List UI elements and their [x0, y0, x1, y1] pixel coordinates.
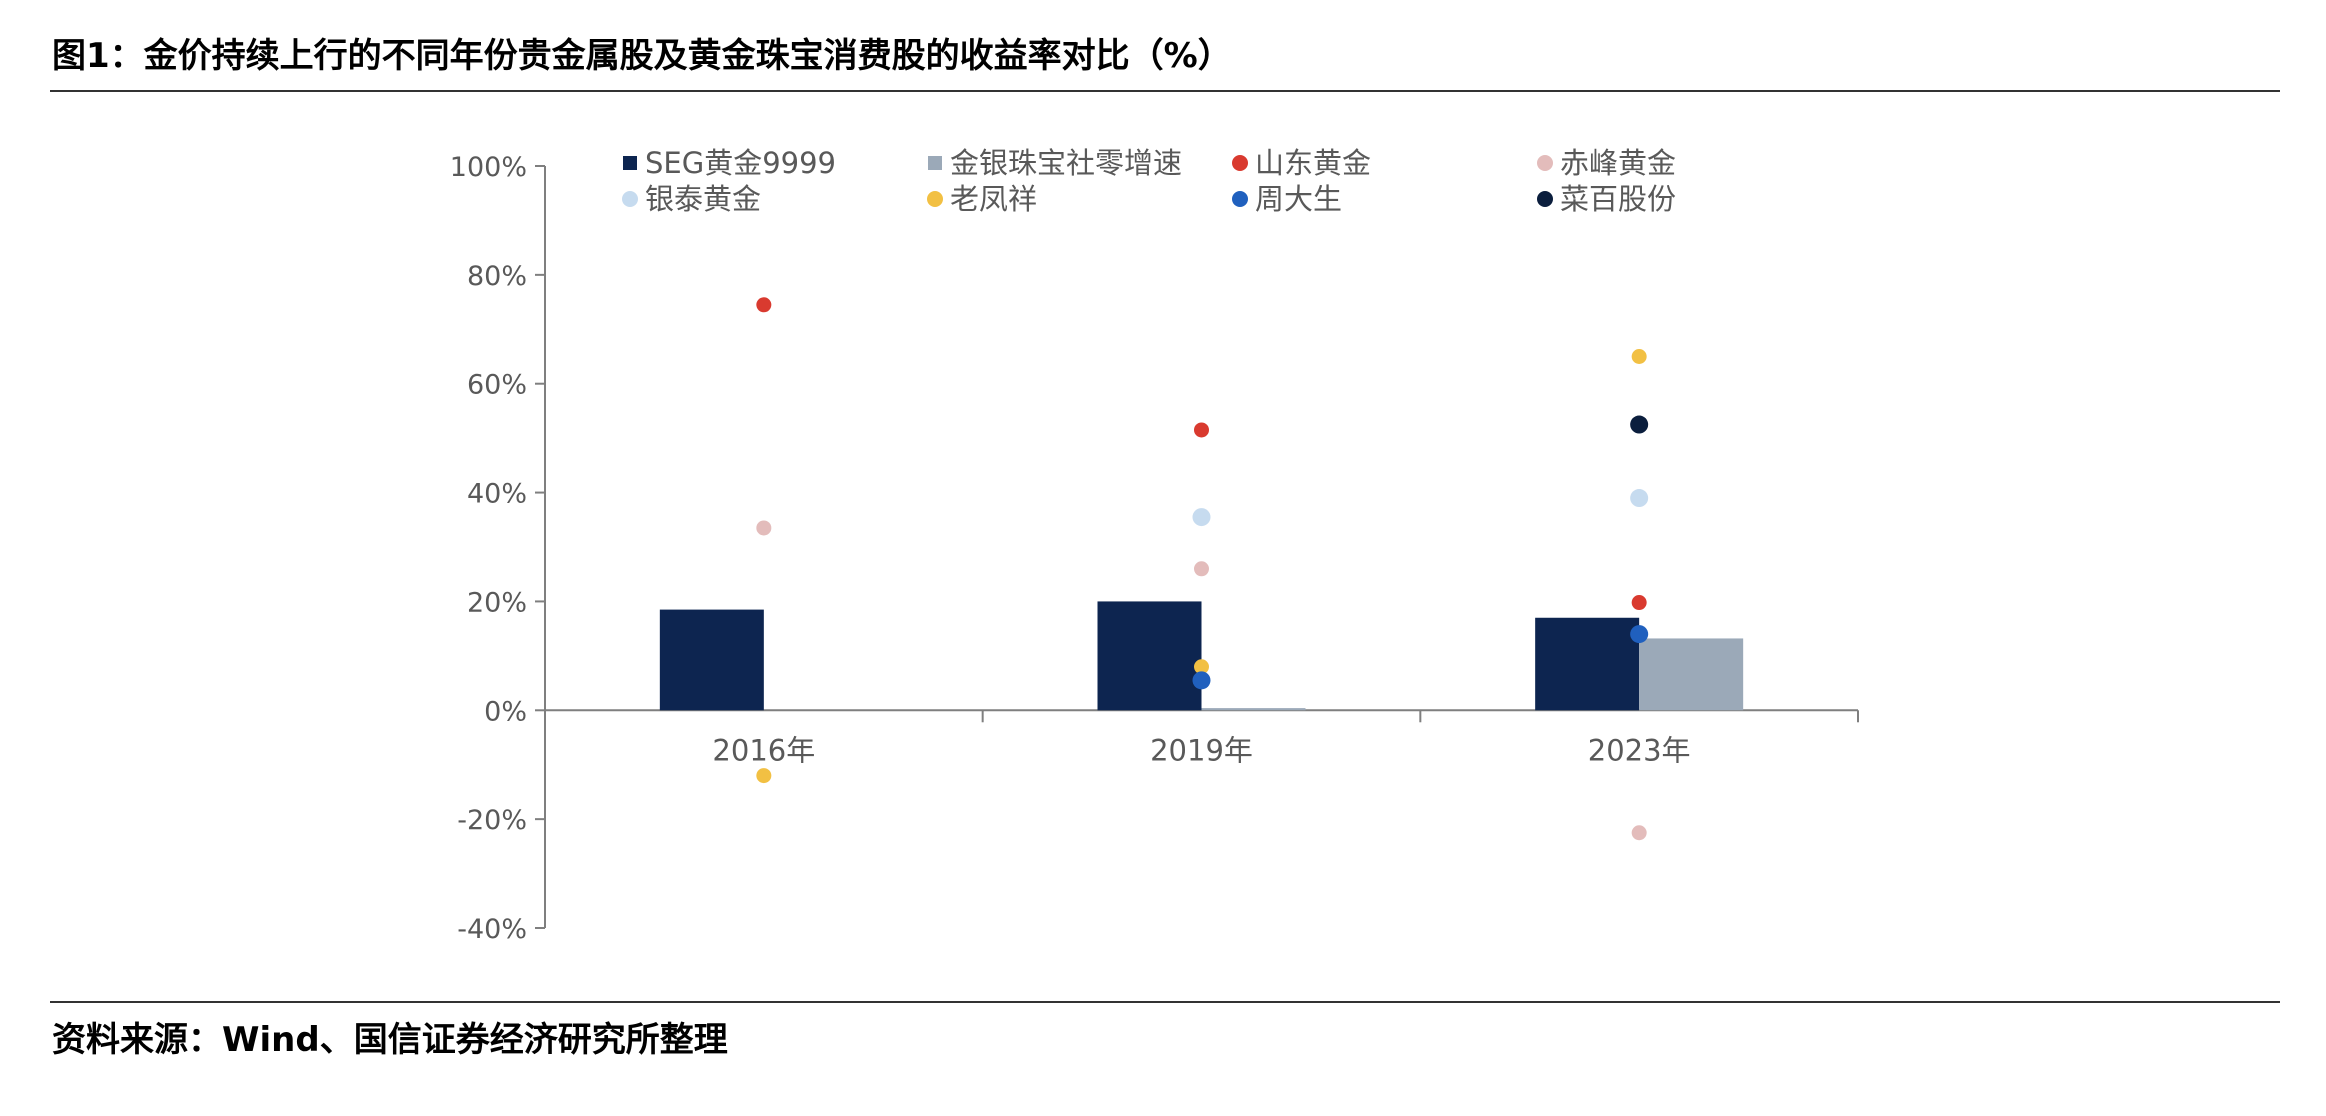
bar-SEG黄金9999-2019年	[1097, 601, 1202, 711]
point-老凤祥-2019年	[1194, 659, 1209, 675]
legend-label-赤峰黄金: 赤峰黄金	[1560, 146, 1676, 180]
legend-label-SEG黄金9999: SEG黄金9999	[645, 146, 836, 180]
y-tick-label: 100%	[450, 152, 527, 183]
y-tick-label: 20%	[467, 587, 527, 618]
point-山东黄金-2016年	[756, 297, 772, 313]
point-周大生-2023年	[1630, 625, 1649, 644]
legend-swatch-周大生	[1232, 191, 1248, 207]
y-tick-label: 0%	[484, 696, 527, 727]
legend-label-银泰黄金: 银泰黄金	[645, 182, 761, 216]
legend-label-山东黄金: 山东黄金	[1255, 146, 1371, 180]
figure-title: 图1：金价持续上行的不同年份贵金属股及黄金珠宝消费股的收益率对比（%）	[52, 36, 1232, 76]
bar-SEG黄金9999-2016年	[659, 609, 764, 711]
y-tick-label: 80%	[467, 261, 527, 292]
point-山东黄金-2019年	[1194, 422, 1209, 438]
y-tick-label: -40%	[457, 914, 527, 945]
chart-axes: -40% -20% 0% 20% 40% 60% 80% 100% 2016年 2019年 2023…	[450, 152, 1859, 945]
source-divider	[50, 1001, 2280, 1003]
legend-swatch-老凤祥	[927, 191, 943, 207]
point-老凤祥-2023年	[1631, 349, 1647, 364]
legend-swatch-赤峰黄金	[1537, 155, 1553, 171]
legend-label-周大生: 周大生	[1255, 182, 1342, 216]
point-赤峰黄金-2019年	[1194, 561, 1209, 577]
legend-swatch-金银珠宝社零增速	[928, 156, 942, 170]
legend-label-菜百股份: 菜百股份	[1560, 182, 1676, 216]
chart-bars	[659, 601, 1744, 711]
legend-swatch-银泰黄金	[622, 191, 638, 207]
point-银泰黄金-2023年	[1630, 489, 1649, 508]
point-银泰黄金-2019年	[1192, 508, 1211, 527]
source-note: 资料来源：Wind、国信证券经济研究所整理	[52, 1020, 728, 1060]
x-tick-label: 2019年	[1150, 733, 1253, 767]
y-tick-label: 40%	[467, 479, 527, 510]
bar-SEG黄金9999-2023年	[1535, 617, 1640, 711]
legend-swatch-山东黄金	[1232, 155, 1248, 171]
bar-金银珠宝社零增速-2023年	[1639, 638, 1744, 711]
legend-swatch-菜百股份	[1537, 191, 1553, 207]
x-tick-label: 2016年	[712, 733, 815, 767]
chart-points	[756, 297, 1649, 841]
point-老凤祥-2016年	[756, 768, 772, 784]
x-tick-label: 2023年	[1588, 733, 1691, 767]
point-山东黄金-2023年	[1631, 595, 1647, 611]
point-周大生-2019年	[1192, 671, 1211, 690]
bar-金银珠宝社零增速-2019年	[1201, 708, 1306, 711]
point-菜百股份-2023年	[1630, 415, 1649, 434]
point-赤峰黄金-2016年	[756, 520, 772, 536]
y-tick-label: 60%	[467, 370, 527, 401]
legend-label-金银珠宝社零增速: 金银珠宝社零增速	[950, 146, 1182, 180]
title-divider	[50, 90, 2280, 92]
legend-swatch-SEG黄金9999	[623, 156, 637, 170]
point-赤峰黄金-2023年	[1631, 825, 1647, 841]
y-tick-label: -20%	[457, 805, 527, 836]
legend-label-老凤祥: 老凤祥	[950, 182, 1037, 216]
